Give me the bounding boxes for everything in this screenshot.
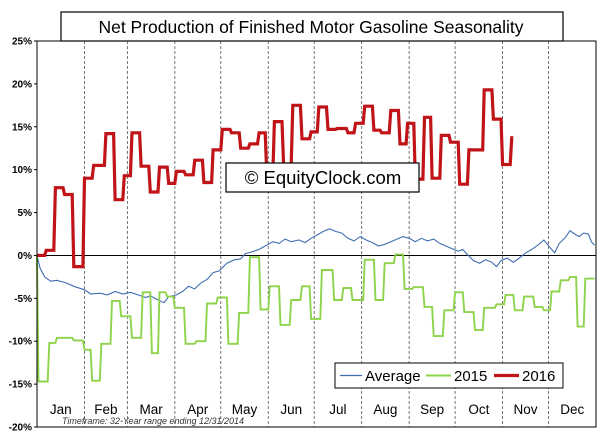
axis-layer: 25% 20% 15% 10% 5% 0% -5% -10% -15% -20% Jan Feb Mar… bbox=[9, 37, 585, 434]
x-tick-label: Feb bbox=[94, 402, 117, 417]
y-tick-label: 0% bbox=[18, 251, 33, 262]
x-tick-label: Sep bbox=[420, 402, 444, 417]
title-frame bbox=[60, 11, 564, 42]
y-tick-label: 25% bbox=[12, 37, 32, 48]
x-tick-label: May bbox=[232, 402, 258, 417]
y-tick-label: -15% bbox=[9, 380, 32, 391]
x-tick-label: Jan bbox=[50, 402, 72, 417]
x-tick-label: Aug bbox=[373, 402, 397, 417]
chart-title: Net Production of Finished Motor Gasolin… bbox=[98, 17, 523, 37]
series-line-2015 bbox=[36, 253, 595, 383]
y-tick-label: -20% bbox=[9, 423, 32, 434]
watermark-box: © EquityClock.com bbox=[225, 162, 420, 193]
legend-label-2015: 2015 bbox=[454, 368, 487, 385]
plot-frame bbox=[36, 40, 597, 428]
x-tick-label: Nov bbox=[514, 402, 538, 417]
y-tick-label: 5% bbox=[18, 208, 33, 219]
x-tick-label: Jul bbox=[329, 402, 346, 417]
title-box: Net Production of Finished Motor Gasolin… bbox=[60, 11, 564, 42]
y-tick-label: 10% bbox=[12, 165, 32, 176]
x-tick-label: Dec bbox=[560, 402, 584, 417]
legend-label-average: Average bbox=[365, 368, 421, 385]
series-line-2016 bbox=[37, 88, 514, 269]
watermark-frame bbox=[225, 162, 420, 193]
legend: Average 2015 2016 bbox=[334, 362, 564, 389]
x-tick-label: Mar bbox=[139, 402, 163, 417]
series-layer bbox=[36, 88, 595, 383]
footnote: Timeframe: 32-Year range ending 12/31/20… bbox=[62, 416, 244, 426]
legend-frame bbox=[334, 362, 564, 389]
y-tick-label: -10% bbox=[9, 337, 32, 348]
watermark-text: © EquityClock.com bbox=[245, 167, 402, 188]
series-line-average bbox=[36, 228, 595, 304]
y-tick-label: 15% bbox=[12, 122, 32, 133]
y-tick-label: -5% bbox=[14, 294, 32, 305]
x-tick-label: Jun bbox=[280, 402, 302, 417]
x-tick-label: Oct bbox=[468, 402, 489, 417]
legend-label-2016: 2016 bbox=[522, 368, 555, 385]
x-tick-label: Apr bbox=[187, 402, 209, 417]
y-tick-label: 20% bbox=[12, 79, 32, 90]
